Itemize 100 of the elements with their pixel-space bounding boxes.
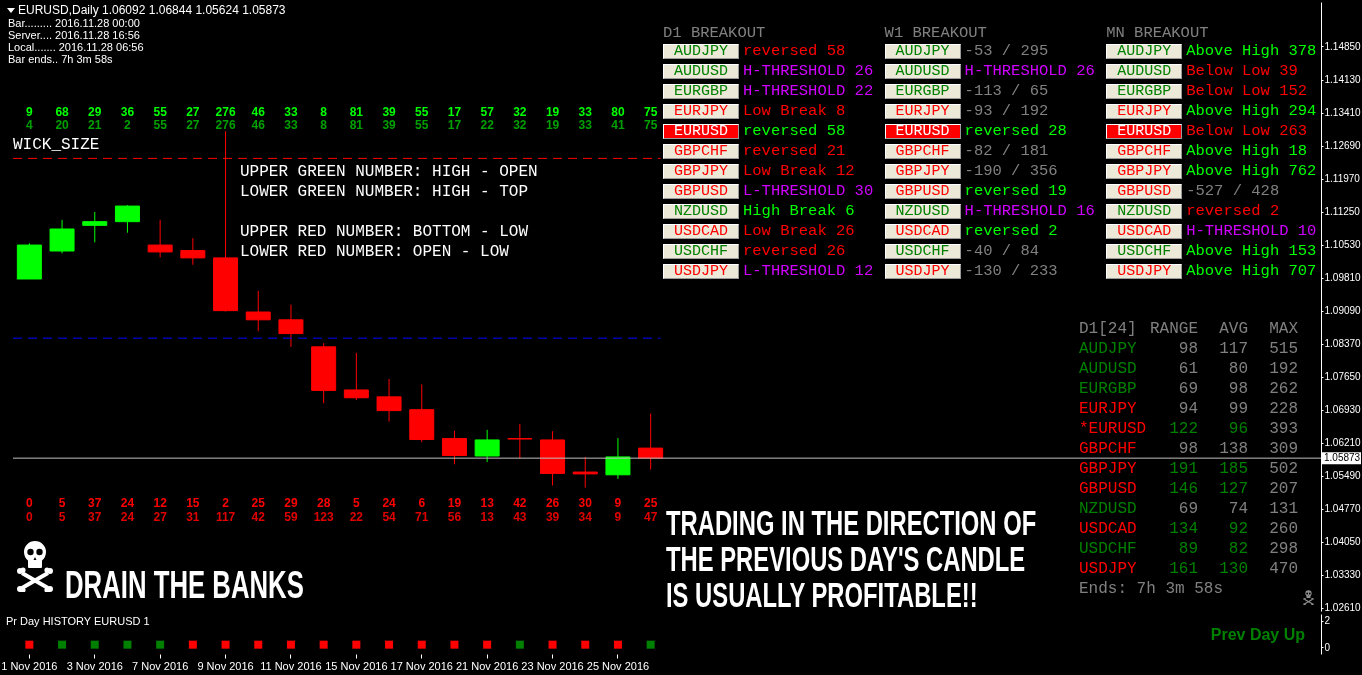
text: 0 5 37 24 27 31 117 42 59 123 22 54 71 56 13 43 39 34 9 47 xyxy=(26,510,658,524)
annotation: 98 xyxy=(1178,340,1198,358)
annotation: GBPUSD xyxy=(1117,183,1172,200)
annotation: 96 xyxy=(1228,420,1248,438)
annotation: 98 xyxy=(1228,380,1248,398)
annotation: EURGBP xyxy=(895,83,950,100)
annotation: WICK_SIZE xyxy=(13,136,100,154)
candlestick xyxy=(441,430,467,465)
button: GBPCHF xyxy=(663,144,739,159)
x-tick-label: 23 Nov 2016 xyxy=(521,659,584,672)
annotation: 146 xyxy=(1169,480,1198,498)
candlestick xyxy=(180,237,206,266)
y-tick-label: 1.04050 xyxy=(1324,536,1362,548)
annotation: NZDUSD xyxy=(895,203,950,220)
annotation: AUDJPY xyxy=(673,43,728,60)
annotation: Server.... 2016.11.28 16:56 xyxy=(8,29,140,41)
annotation: USDCHF xyxy=(1079,540,1137,558)
y-tick-label: 1.04770 xyxy=(1324,503,1362,515)
annotation: EURGBP xyxy=(673,83,728,100)
annotation: MAX xyxy=(1269,320,1298,338)
y-tick-label: 1.09810 xyxy=(1324,272,1362,284)
button: USDCHF xyxy=(663,244,739,259)
annotation: AVG xyxy=(1219,320,1248,338)
annotation: reversed 2 xyxy=(964,222,1058,240)
annotation: 161 xyxy=(1169,560,1198,578)
y-tick-label: 1.12690 xyxy=(1324,140,1362,152)
annotation: 207 xyxy=(1269,480,1298,498)
annotation: Above High 707 xyxy=(1186,262,1317,280)
button: EURJPY xyxy=(1106,104,1183,119)
annotation: GBPUSD xyxy=(673,183,728,200)
candlestick xyxy=(474,429,500,463)
annotation: DRAIN THE BANKS xyxy=(65,563,304,606)
annotation: NZDUSD xyxy=(1079,500,1137,518)
annotation: Above High 18 xyxy=(1186,142,1308,160)
button: USDCAD xyxy=(884,224,961,239)
x-tick-label: 11 Nov 2016 xyxy=(260,659,322,672)
annotation: -40 / 84 xyxy=(964,242,1040,260)
button: AUDUSD xyxy=(663,64,739,79)
annotation: RANGE xyxy=(1149,320,1198,338)
button: AUDJPY xyxy=(663,44,739,59)
button: GBPJPY xyxy=(884,164,961,179)
annotation: Above High 294 xyxy=(1186,102,1317,120)
candlestick xyxy=(245,290,271,332)
button: USDJPY xyxy=(884,264,961,279)
annotation: GBPCHF xyxy=(1079,440,1137,458)
button: NZDUSD xyxy=(1106,204,1183,219)
button: EURGBP xyxy=(884,84,961,99)
annotation: AUDUSD xyxy=(1079,360,1137,378)
annotation: NZDUSD xyxy=(673,203,728,220)
y-tick-label: 1.07650 xyxy=(1324,371,1362,383)
annotation: USDJPY xyxy=(673,263,728,280)
button: AUDUSD xyxy=(884,64,961,79)
annotation: H-THRESHOLD 22 xyxy=(743,82,874,100)
candlestick xyxy=(278,304,304,348)
annotation: Below Low 263 xyxy=(1186,122,1308,140)
x-tick-label: 25 Nov 2016 xyxy=(586,659,650,672)
annotation: 470 xyxy=(1269,560,1298,578)
button: GBPJPY xyxy=(663,164,739,179)
candlestick xyxy=(638,413,664,471)
annotation: USDCAD xyxy=(673,223,728,240)
x-tick-label: 3 Nov 2016 xyxy=(66,659,123,672)
text: 9 68 29 36 55 27 276 46 33 8 81 39 55 17 57 32 19 33 80 75 xyxy=(26,105,658,119)
button: GBPUSD xyxy=(1106,184,1183,199)
button: USDCHF xyxy=(1106,244,1183,259)
annotation: D1[24] xyxy=(1079,320,1137,338)
annotation: -93 / 192 xyxy=(964,102,1049,120)
button: NZDUSD xyxy=(663,204,739,219)
annotation: NZDUSD xyxy=(1117,203,1172,220)
annotation: 92 xyxy=(1228,520,1248,538)
candlestick xyxy=(507,423,533,459)
annotation: -190 / 356 xyxy=(964,162,1058,180)
annotation: EURUSD xyxy=(673,123,728,140)
annotation: H-THRESHOLD 10 xyxy=(1186,222,1317,240)
annotation: Low Break 8 xyxy=(743,102,846,120)
candlestick xyxy=(147,219,173,258)
annotation: reversed 2 xyxy=(1186,202,1280,220)
y-tick-label: 1.08370 xyxy=(1324,338,1362,350)
annotation: GBPUSD xyxy=(1079,480,1137,498)
annotation: Bar ends.. 7h 3m 58s xyxy=(8,53,113,65)
annotation: 82 xyxy=(1228,540,1248,558)
annotation: 515 xyxy=(1269,340,1298,358)
annotation: D1 BREAKOUT xyxy=(663,24,766,42)
annotation: USDJPY xyxy=(895,263,950,280)
annotation: Above High 378 xyxy=(1186,42,1317,60)
annotation: EURUSD xyxy=(895,123,950,140)
annotation: Prev Day Up xyxy=(1210,626,1305,644)
annotation: USDCHF xyxy=(673,243,728,260)
annotation: 298 xyxy=(1269,540,1298,558)
annotation: 74 xyxy=(1228,500,1248,518)
annotation: 138 xyxy=(1219,440,1248,458)
button: GBPUSD xyxy=(884,184,961,199)
button: AUDJPY xyxy=(884,44,961,59)
button: EURUSD xyxy=(1106,124,1183,139)
annotation: -113 / 65 xyxy=(964,82,1049,100)
annotation: reversed 26 xyxy=(743,242,846,260)
candlestick xyxy=(114,204,140,234)
annotation: -82 / 181 xyxy=(964,142,1049,160)
button: USDJPY xyxy=(1106,264,1183,279)
annotation: 309 xyxy=(1269,440,1298,458)
annotation: GBPJPY xyxy=(1079,460,1137,478)
